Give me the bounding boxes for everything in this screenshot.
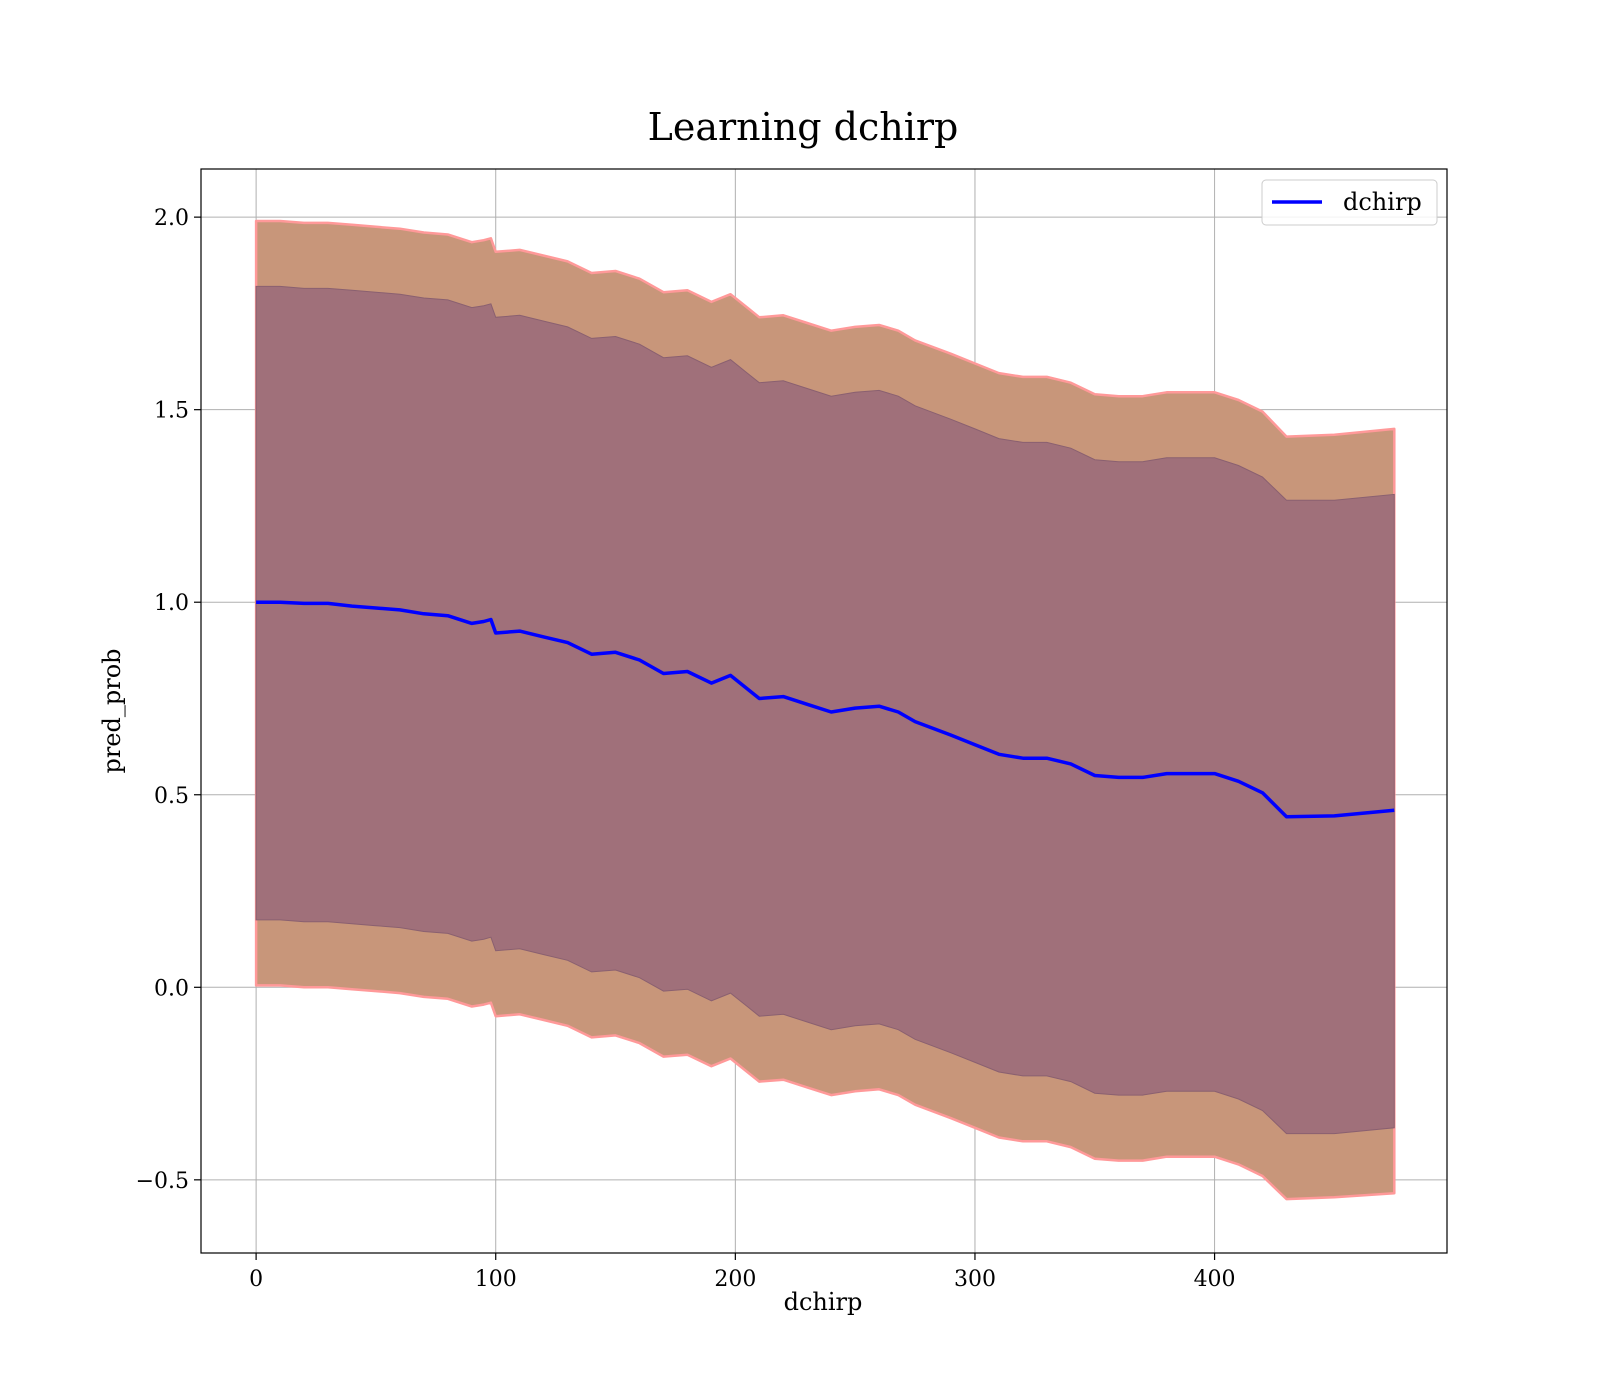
series-line-dchirp xyxy=(256,600,1395,819)
x-tick-label: 200 xyxy=(714,1267,756,1292)
legend-label: dchirp xyxy=(1343,188,1422,216)
x-tick-label: 300 xyxy=(954,1267,996,1292)
y-tick-label: 1.0 xyxy=(154,591,189,616)
x-tick-label: 0 xyxy=(249,1267,263,1292)
legend: dchirp xyxy=(1261,179,1438,226)
y-tick-label: 0.0 xyxy=(154,976,189,1001)
x-ticks: 0 100 200 300 400 xyxy=(249,1253,1236,1292)
y-ticks: −0.5 0.0 0.5 1.0 1.5 2.0 xyxy=(136,206,201,1194)
legend-box xyxy=(1261,179,1438,226)
y-tick-label: 0.5 xyxy=(154,784,189,809)
y-axis-label: pred_prob xyxy=(98,648,126,773)
x-tick-label: 400 xyxy=(1194,1267,1236,1292)
x-axis-label: dchirp xyxy=(784,1288,863,1316)
series-lines xyxy=(256,600,1395,819)
y-tick-label: 1.5 xyxy=(154,399,189,424)
x-tick-label: 100 xyxy=(475,1267,517,1292)
plot-frame xyxy=(200,168,1448,1254)
chart-title: Learning dchirp xyxy=(648,105,959,149)
y-tick-label: 2.0 xyxy=(154,206,189,231)
y-tick-label: −0.5 xyxy=(136,1169,189,1194)
